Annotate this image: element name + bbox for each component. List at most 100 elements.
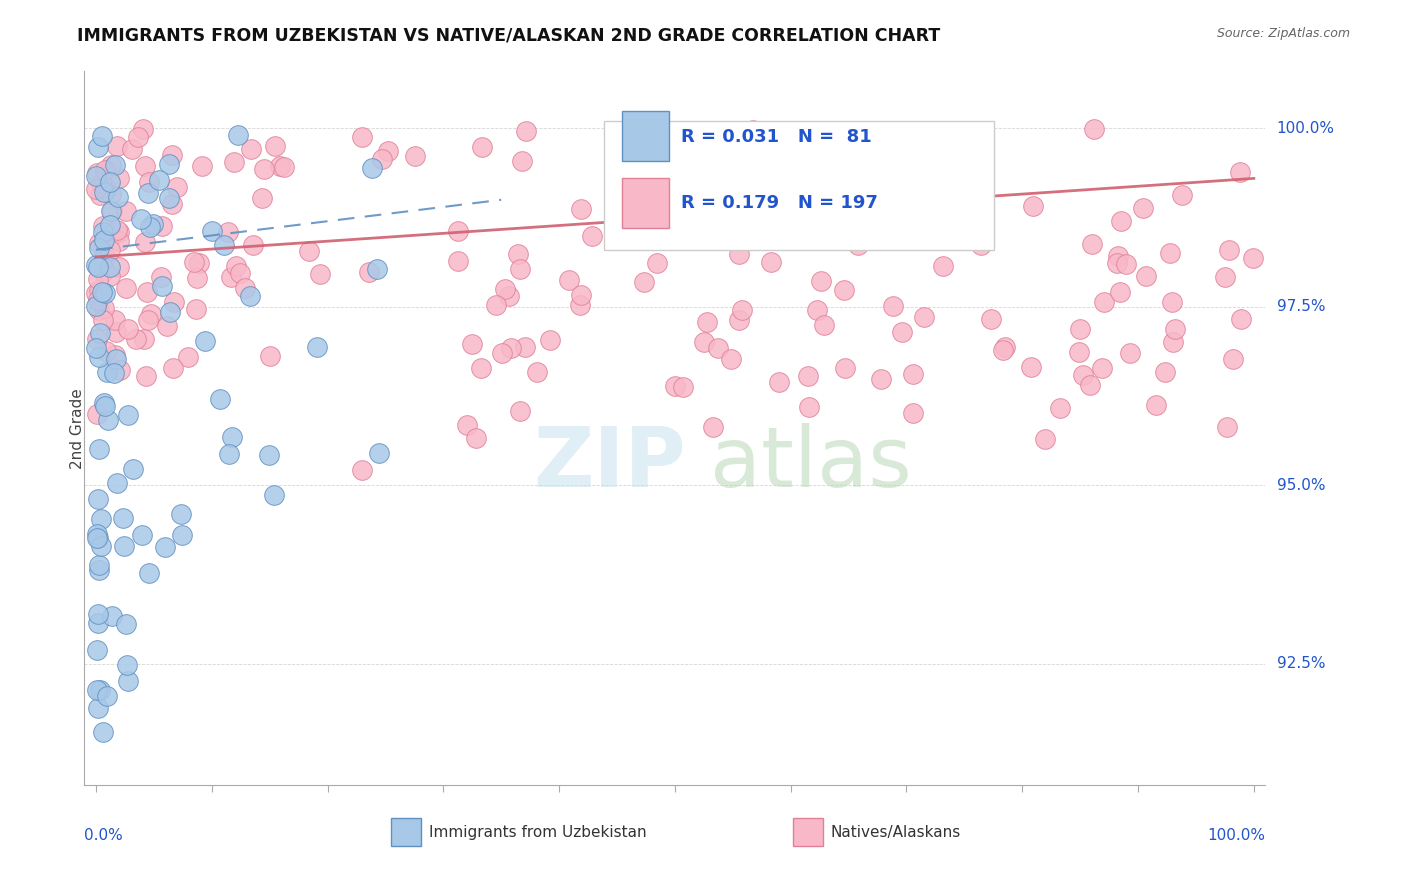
Point xyxy=(1092,294,1115,309)
Point xyxy=(218,447,240,461)
Point xyxy=(890,325,912,339)
Point xyxy=(86,166,108,180)
Point xyxy=(980,311,1002,326)
Point xyxy=(259,349,281,363)
Point xyxy=(87,492,110,507)
Point xyxy=(221,430,243,444)
Point xyxy=(797,369,820,384)
Point xyxy=(162,148,184,162)
Point xyxy=(166,180,188,194)
Point xyxy=(1161,335,1184,350)
Point xyxy=(87,700,110,714)
Point xyxy=(87,284,110,298)
Point xyxy=(1170,188,1192,202)
Point xyxy=(91,264,114,278)
Point xyxy=(98,218,121,232)
Point xyxy=(404,148,426,162)
Point xyxy=(824,198,846,212)
Point xyxy=(263,487,285,501)
Point xyxy=(797,401,820,415)
Point xyxy=(494,282,516,296)
Point xyxy=(956,135,979,149)
Text: 97.5%: 97.5% xyxy=(1277,300,1324,314)
Point xyxy=(1243,251,1265,265)
Text: 100.0%: 100.0% xyxy=(1277,121,1334,136)
Point xyxy=(702,420,724,434)
Point xyxy=(631,133,654,147)
Point xyxy=(84,169,107,183)
Point xyxy=(201,223,224,237)
Point xyxy=(1154,365,1177,379)
Point xyxy=(765,169,787,184)
Point xyxy=(557,273,579,287)
Point xyxy=(86,299,108,313)
Point xyxy=(1069,322,1091,336)
Text: atlas: atlas xyxy=(710,424,912,504)
Point xyxy=(107,223,129,237)
Point xyxy=(359,264,381,278)
Point xyxy=(217,226,239,240)
Point xyxy=(250,191,273,205)
Point xyxy=(1229,312,1251,326)
Point xyxy=(91,219,114,233)
Point xyxy=(693,334,716,349)
Point xyxy=(156,319,179,334)
Point xyxy=(96,365,118,379)
Point xyxy=(183,255,205,269)
Y-axis label: 2nd Grade: 2nd Grade xyxy=(70,388,84,468)
Text: Natives/Alaskans: Natives/Alaskans xyxy=(831,824,962,839)
Point xyxy=(499,342,522,356)
Point xyxy=(87,531,110,545)
Point xyxy=(103,158,125,172)
Bar xyxy=(391,819,420,846)
Point xyxy=(1109,214,1132,228)
Point xyxy=(122,462,145,476)
Bar xyxy=(621,111,669,161)
Point xyxy=(837,130,859,145)
Text: 0.0%: 0.0% xyxy=(84,828,124,843)
Bar xyxy=(621,178,669,228)
Point xyxy=(813,318,835,333)
Point xyxy=(86,642,108,657)
Point xyxy=(645,256,668,270)
Point xyxy=(222,154,245,169)
Point xyxy=(226,128,249,142)
Point xyxy=(742,123,765,137)
Point xyxy=(90,511,112,525)
Point xyxy=(901,406,924,420)
Point xyxy=(515,124,537,138)
Point xyxy=(93,186,115,200)
Point xyxy=(129,212,152,227)
Point xyxy=(101,609,124,624)
Point xyxy=(125,332,148,346)
Point xyxy=(1135,269,1157,284)
Point xyxy=(87,302,110,317)
Point xyxy=(132,332,155,346)
Point xyxy=(569,288,592,302)
Point xyxy=(87,607,110,622)
Point xyxy=(644,125,666,139)
Point xyxy=(108,225,131,239)
Point xyxy=(104,325,127,339)
Point xyxy=(98,260,121,274)
Point xyxy=(1049,401,1071,416)
Point xyxy=(91,313,114,327)
Point xyxy=(219,270,242,285)
Point xyxy=(84,182,107,196)
Point xyxy=(371,152,394,166)
Point xyxy=(134,235,156,249)
Text: R = 0.179   N = 197: R = 0.179 N = 197 xyxy=(681,194,877,212)
Point xyxy=(1160,295,1182,310)
Point xyxy=(98,175,121,189)
Point xyxy=(84,341,107,355)
Point xyxy=(105,351,128,366)
Point xyxy=(162,360,184,375)
Point xyxy=(1216,420,1239,434)
Point xyxy=(86,531,108,545)
Point xyxy=(93,246,115,260)
Point xyxy=(240,142,263,156)
Point xyxy=(155,541,177,555)
Point xyxy=(184,302,207,317)
Point xyxy=(170,527,193,541)
Point xyxy=(672,380,695,394)
